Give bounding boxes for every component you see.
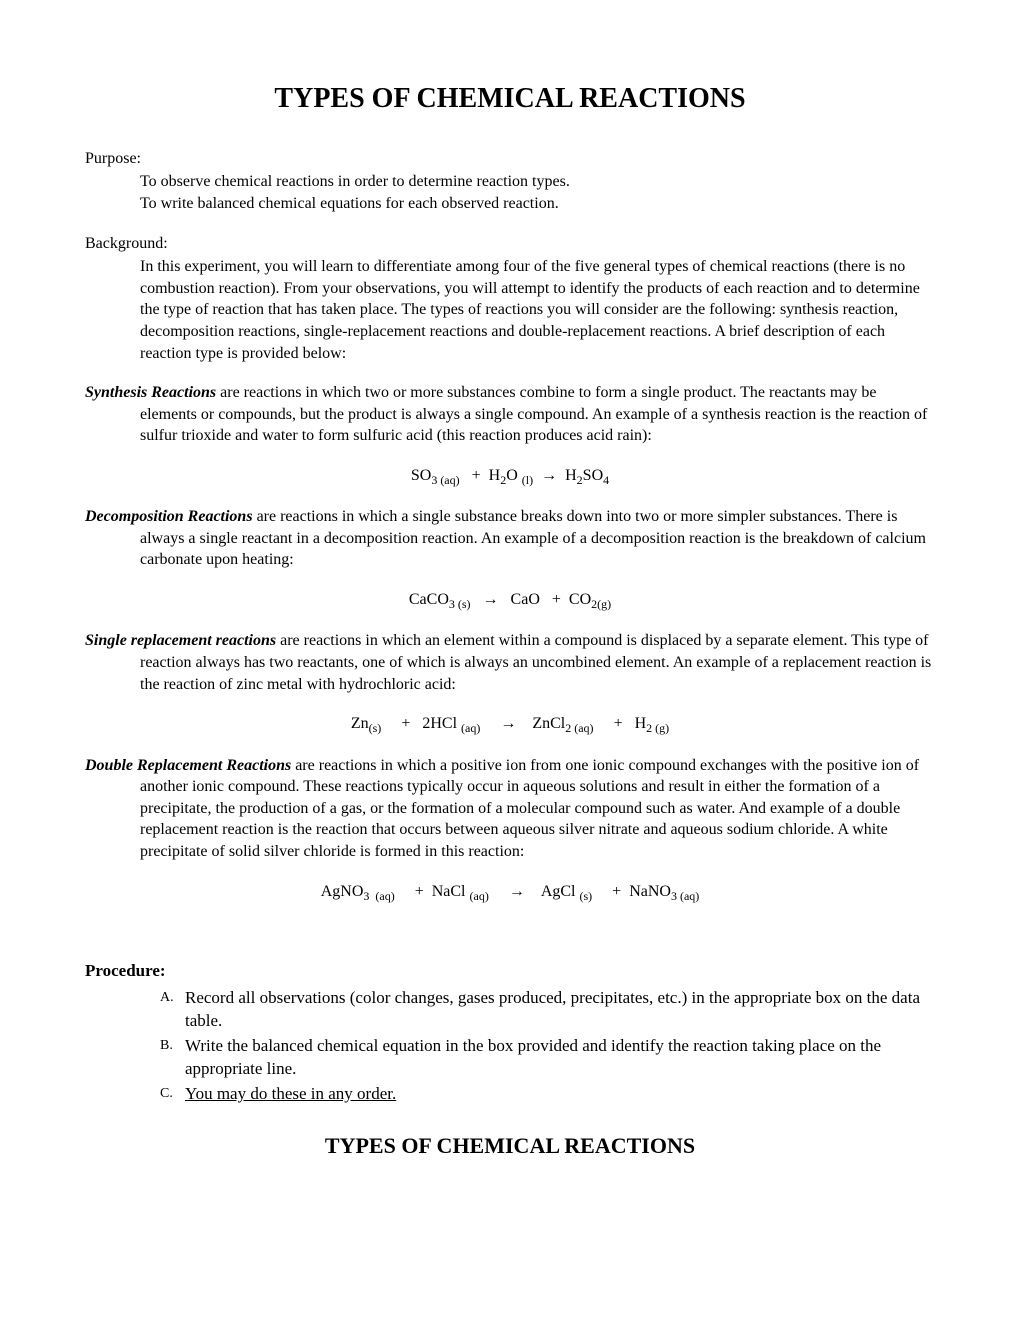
page-title: TYPES OF CHEMICAL REACTIONS [85, 80, 935, 118]
procedure-text-1: Write the balanced chemical equation in … [185, 1035, 935, 1081]
decomposition-body: are reactions in which a single substanc… [140, 508, 926, 568]
synthesis-heading: Synthesis Reactions [85, 384, 216, 401]
double-replacement-section: Double Replacement Reactions are reactio… [85, 755, 935, 904]
double-replacement-equation: AgNO3 (aq) + NaCl (aq) → AgCl (s) + NaNO… [85, 881, 935, 904]
decomposition-equation: CaCO3 (s) → CaO + CO2(g) [85, 589, 935, 612]
decomposition-heading: Decomposition Reactions [85, 508, 253, 525]
single-replacement-section: Single replacement reactions are reactio… [85, 630, 935, 736]
procedure-item-1: B.Write the balanced chemical equation i… [160, 1035, 935, 1081]
purpose-line-2: To write balanced chemical equations for… [140, 193, 935, 215]
background-text: In this experiment, you will learn to di… [140, 256, 935, 364]
synthesis-section: Synthesis Reactions are reactions in whi… [85, 382, 935, 488]
procedure-text-0: Record all observations (color changes, … [185, 987, 935, 1033]
synthesis-equation: SO3 (aq) + H2O (l) → H2SO4 [85, 465, 935, 488]
purpose-line-1: To observe chemical reactions in order t… [140, 171, 935, 193]
single-replacement-heading: Single replacement reactions [85, 632, 276, 649]
single-replacement-paragraph: Single replacement reactions are reactio… [85, 630, 935, 695]
procedure-text-2: You may do these in any order. [185, 1083, 935, 1106]
second-title: TYPES OF CHEMICAL REACTIONS [85, 1131, 935, 1161]
double-replacement-heading: Double Replacement Reactions [85, 757, 291, 774]
procedure-item-0: A.Record all observations (color changes… [160, 987, 935, 1033]
background-section: Background: In this experiment, you will… [85, 233, 935, 365]
purpose-section: Purpose: To observe chemical reactions i… [85, 148, 935, 215]
decomposition-section: Decomposition Reactions are reactions in… [85, 506, 935, 612]
single-replacement-equation: Zn(s) + 2HCl (aq) → ZnCl2 (aq) + H2 (g) [85, 713, 935, 736]
procedure-letter-0: A. [160, 987, 185, 1033]
double-replacement-paragraph: Double Replacement Reactions are reactio… [85, 755, 935, 863]
procedure-list: A.Record all observations (color changes… [160, 987, 935, 1106]
background-label: Background: [85, 233, 935, 255]
procedure-letter-2: C. [160, 1083, 185, 1106]
procedure-label: Procedure: [85, 960, 935, 983]
decomposition-paragraph: Decomposition Reactions are reactions in… [85, 506, 935, 571]
purpose-label: Purpose: [85, 148, 935, 170]
synthesis-body: are reactions in which two or more subst… [140, 384, 927, 444]
procedure-section: Procedure: A.Record all observations (co… [85, 960, 935, 1106]
procedure-letter-1: B. [160, 1035, 185, 1081]
synthesis-paragraph: Synthesis Reactions are reactions in whi… [85, 382, 935, 447]
procedure-item-2: C.You may do these in any order. [160, 1083, 935, 1106]
